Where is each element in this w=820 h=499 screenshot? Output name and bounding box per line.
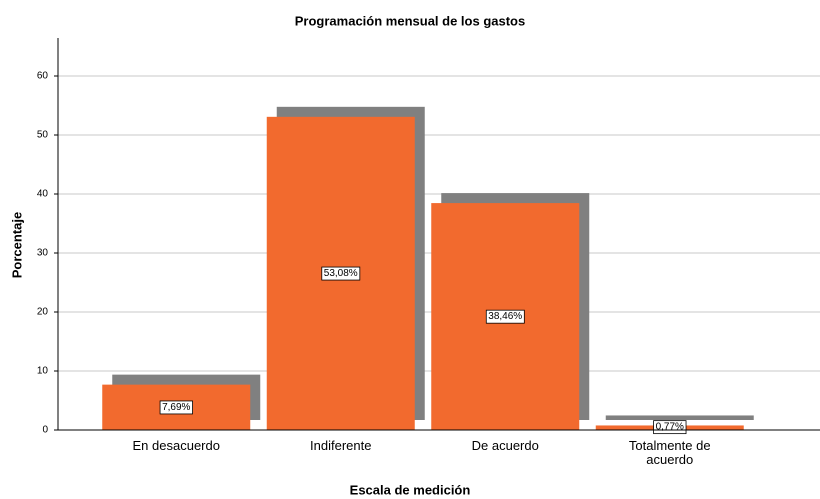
y-tick-label: 0 — [42, 425, 48, 436]
value-label: 0,77% — [656, 422, 684, 433]
value-label-box — [321, 266, 361, 281]
chart-title: Programación mensual de los gastos — [295, 13, 525, 28]
x-axis-label: Escala de medición — [350, 482, 471, 497]
y-axis-label: Porcentaje — [9, 212, 24, 278]
y-tick-label: 50 — [37, 130, 49, 141]
value-label-box — [485, 309, 525, 324]
y-tick-label: 40 — [37, 189, 49, 200]
x-tick-label: Totalmente de acuerdo — [628, 438, 711, 467]
y-tick-label: 10 — [37, 366, 49, 377]
y-tick-label: 30 — [37, 248, 49, 259]
bar-shadow — [605, 415, 754, 420]
value-label-box — [159, 400, 193, 415]
x-tick-label: En desacuerdo — [132, 438, 220, 453]
value-label: 38,46% — [488, 311, 522, 322]
value-label: 53,08% — [324, 268, 358, 279]
x-tick-label: De acuerdo — [471, 438, 539, 453]
value-label: 7,69% — [162, 402, 190, 413]
y-tick-label: 60 — [37, 71, 49, 82]
x-tick-label: Indiferente — [310, 438, 372, 453]
y-tick-label: 20 — [37, 307, 49, 318]
